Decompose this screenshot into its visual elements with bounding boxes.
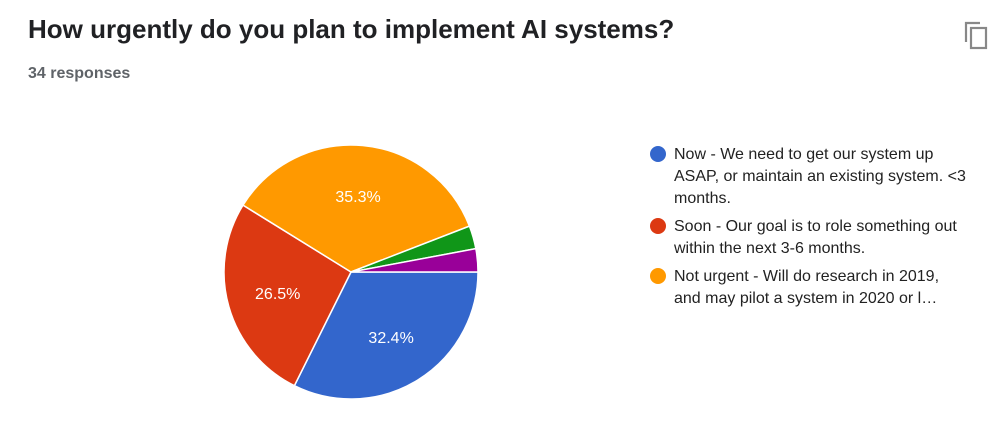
legend-swatch (650, 268, 666, 284)
response-count: 34 responses (28, 65, 131, 82)
pie-slice[interactable] (293, 271, 479, 400)
legend-item[interactable]: Now - We need to get our system up ASAP,… (650, 144, 970, 210)
chart-title: How urgently do you plan to implement AI… (28, 14, 675, 44)
legend-swatch (650, 218, 666, 234)
legend-swatch (650, 146, 666, 162)
legend-item[interactable]: Not urgent - Will do research in 2019, a… (650, 266, 970, 310)
slice-percent-label: 35.3% (335, 189, 380, 206)
pie-slice[interactable] (223, 204, 352, 387)
legend-label: Soon - Our goal is to role something out… (674, 218, 957, 257)
slice-percent-label: 26.5% (255, 286, 300, 303)
pie-slice[interactable] (241, 144, 471, 273)
pie-chart: 32.4% 26.5% 35.3% (223, 144, 479, 400)
legend-label: Now - We need to get our system up ASAP,… (674, 146, 966, 207)
legend: Now - We need to get our system up ASAP,… (650, 144, 970, 316)
copy-icon[interactable] (963, 20, 989, 50)
slice-percent-label: 32.4% (368, 330, 413, 347)
legend-label: Not urgent - Will do research in 2019, a… (674, 268, 940, 307)
pie-slice[interactable] (350, 247, 479, 273)
legend-item[interactable]: Soon - Our goal is to role something out… (650, 216, 970, 260)
